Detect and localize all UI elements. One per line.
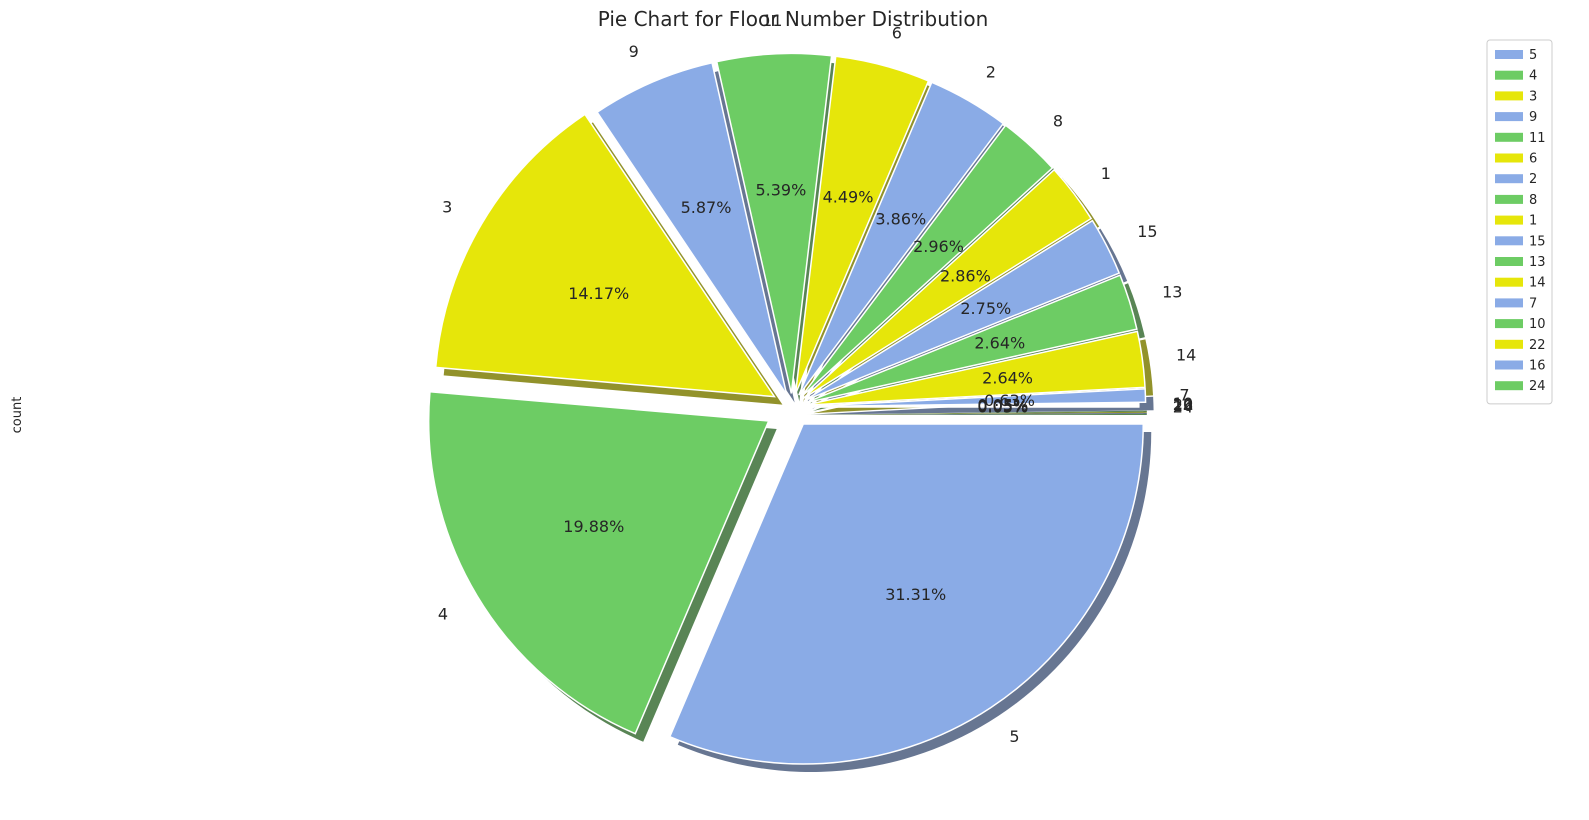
legend-swatch-7 (1495, 298, 1523, 308)
chart-title: Pie Chart for Floor Number Distribution (598, 7, 989, 31)
category-label-11: 11 (762, 11, 782, 30)
percent-label-22: 0.05% (977, 396, 1028, 415)
category-label-7: 7 (1179, 385, 1189, 404)
legend-swatch-9 (1495, 112, 1523, 122)
pie-slice-1 (802, 168, 1093, 400)
legend-label-13: 13 (1529, 255, 1546, 270)
category-label-16: 16 (1173, 396, 1193, 415)
legend-swatch-13 (1495, 257, 1523, 266)
legend-label-11: 11 (1529, 131, 1546, 146)
legend-swatch-10 (1495, 319, 1523, 329)
percent-labels: 31.31% 19.88% 14.17% 5.87% 5.39% 4.49%3.86% 2.… (563, 181, 1035, 605)
category-label-9: 9 (629, 42, 639, 61)
slice-shadow-24 (806, 413, 1147, 415)
pie-slice-7 (805, 387, 1147, 408)
pie-slice-4 (427, 390, 770, 735)
pie-slice-9 (596, 61, 788, 395)
category-label-6: 6 (892, 24, 902, 43)
percent-label-5: 31.31% (885, 585, 946, 604)
legend-swatch-6 (1495, 153, 1523, 163)
legend-label-6: 6 (1529, 152, 1537, 167)
legend-swatch-16 (1495, 360, 1523, 370)
slice-shadow-22 (806, 411, 1147, 415)
pie-slice-2 (798, 81, 1005, 396)
category-label-10: 10 (1173, 394, 1193, 413)
legend-swatch-24 (1495, 381, 1523, 391)
pie-slice-6 (794, 55, 930, 395)
category-label-1: 1 (1101, 164, 1111, 183)
legend-label-15: 15 (1529, 234, 1546, 249)
percent-label-15: 2.75% (960, 299, 1011, 318)
percent-label-9: 5.87% (681, 198, 732, 217)
percent-label-10: 0.05% (977, 396, 1028, 415)
legend-label-7: 7 (1529, 296, 1537, 311)
legend-swatch-14 (1495, 277, 1523, 287)
pie-slice-5 (668, 423, 1144, 765)
legend-swatch-5 (1495, 50, 1523, 59)
legend-label-4: 4 (1529, 69, 1537, 84)
pie-slices (427, 52, 1147, 765)
category-label-3: 3 (442, 198, 452, 217)
legend-swatch-3 (1495, 91, 1523, 101)
percent-label-4: 19.88% (563, 517, 624, 536)
category-label-15: 15 (1137, 222, 1157, 241)
pie-slice-3 (434, 113, 776, 398)
category-label-14: 14 (1176, 346, 1196, 365)
percent-label-16: 0.05% (977, 397, 1028, 416)
legend-label-16: 16 (1529, 359, 1546, 374)
category-label-5: 5 (1009, 727, 1019, 746)
legend-label-2: 2 (1529, 172, 1537, 187)
legend-label-22: 22 (1529, 338, 1546, 353)
percent-label-14: 2.64% (982, 369, 1033, 388)
pie-slice-11 (715, 52, 833, 394)
slice-shadow-16 (806, 412, 1147, 415)
legend-label-3: 3 (1529, 89, 1537, 104)
category-label-24: 24 (1173, 397, 1193, 416)
percent-label-6: 4.49% (823, 188, 874, 207)
percent-label-24: 0.05% (977, 398, 1028, 417)
legend-label-10: 10 (1529, 317, 1546, 332)
category-label-2: 2 (986, 62, 996, 81)
percent-label-3: 14.17% (568, 284, 629, 303)
pie-slice-13 (804, 274, 1138, 404)
percent-label-1: 2.86% (940, 267, 991, 286)
legend: 5 4 3 9 11 6 2 8 1 15 13 14 7 10 22 16 24 (1486, 39, 1553, 405)
legend-label-14: 14 (1529, 276, 1546, 291)
pie-slice-14 (805, 330, 1146, 406)
percent-label-11: 5.39% (755, 181, 806, 200)
y-axis-label: count (10, 397, 25, 434)
percent-label-8: 2.96% (913, 237, 964, 256)
percent-label-7: 0.63% (984, 391, 1035, 410)
legend-label-1: 1 (1529, 214, 1537, 229)
legend-swatch-8 (1495, 194, 1523, 204)
legend-label-5: 5 (1529, 48, 1537, 63)
legend-swatch-1 (1495, 215, 1523, 225)
category-label-13: 13 (1162, 283, 1182, 302)
pie-slice-8 (800, 124, 1054, 398)
category-label-8: 8 (1053, 111, 1063, 130)
legend-swatch-4 (1495, 70, 1523, 80)
legend-swatch-11 (1495, 132, 1523, 142)
legend-label-24: 24 (1529, 379, 1546, 394)
legend-label-8: 8 (1529, 193, 1537, 208)
percent-label-13: 2.64% (974, 333, 1025, 352)
legend-swatch-15 (1495, 236, 1523, 246)
legend-label-9: 9 (1529, 110, 1537, 125)
legend-swatch-2 (1495, 174, 1523, 184)
slice-shadow-10 (806, 410, 1147, 415)
category-label-4: 4 (438, 605, 448, 624)
pie-slice-15 (803, 219, 1121, 402)
legend-swatch-22 (1495, 339, 1523, 349)
percent-label-2: 3.86% (875, 210, 926, 229)
pie-slice-24 (798, 405, 1140, 408)
category-label-22: 22 (1173, 395, 1193, 414)
